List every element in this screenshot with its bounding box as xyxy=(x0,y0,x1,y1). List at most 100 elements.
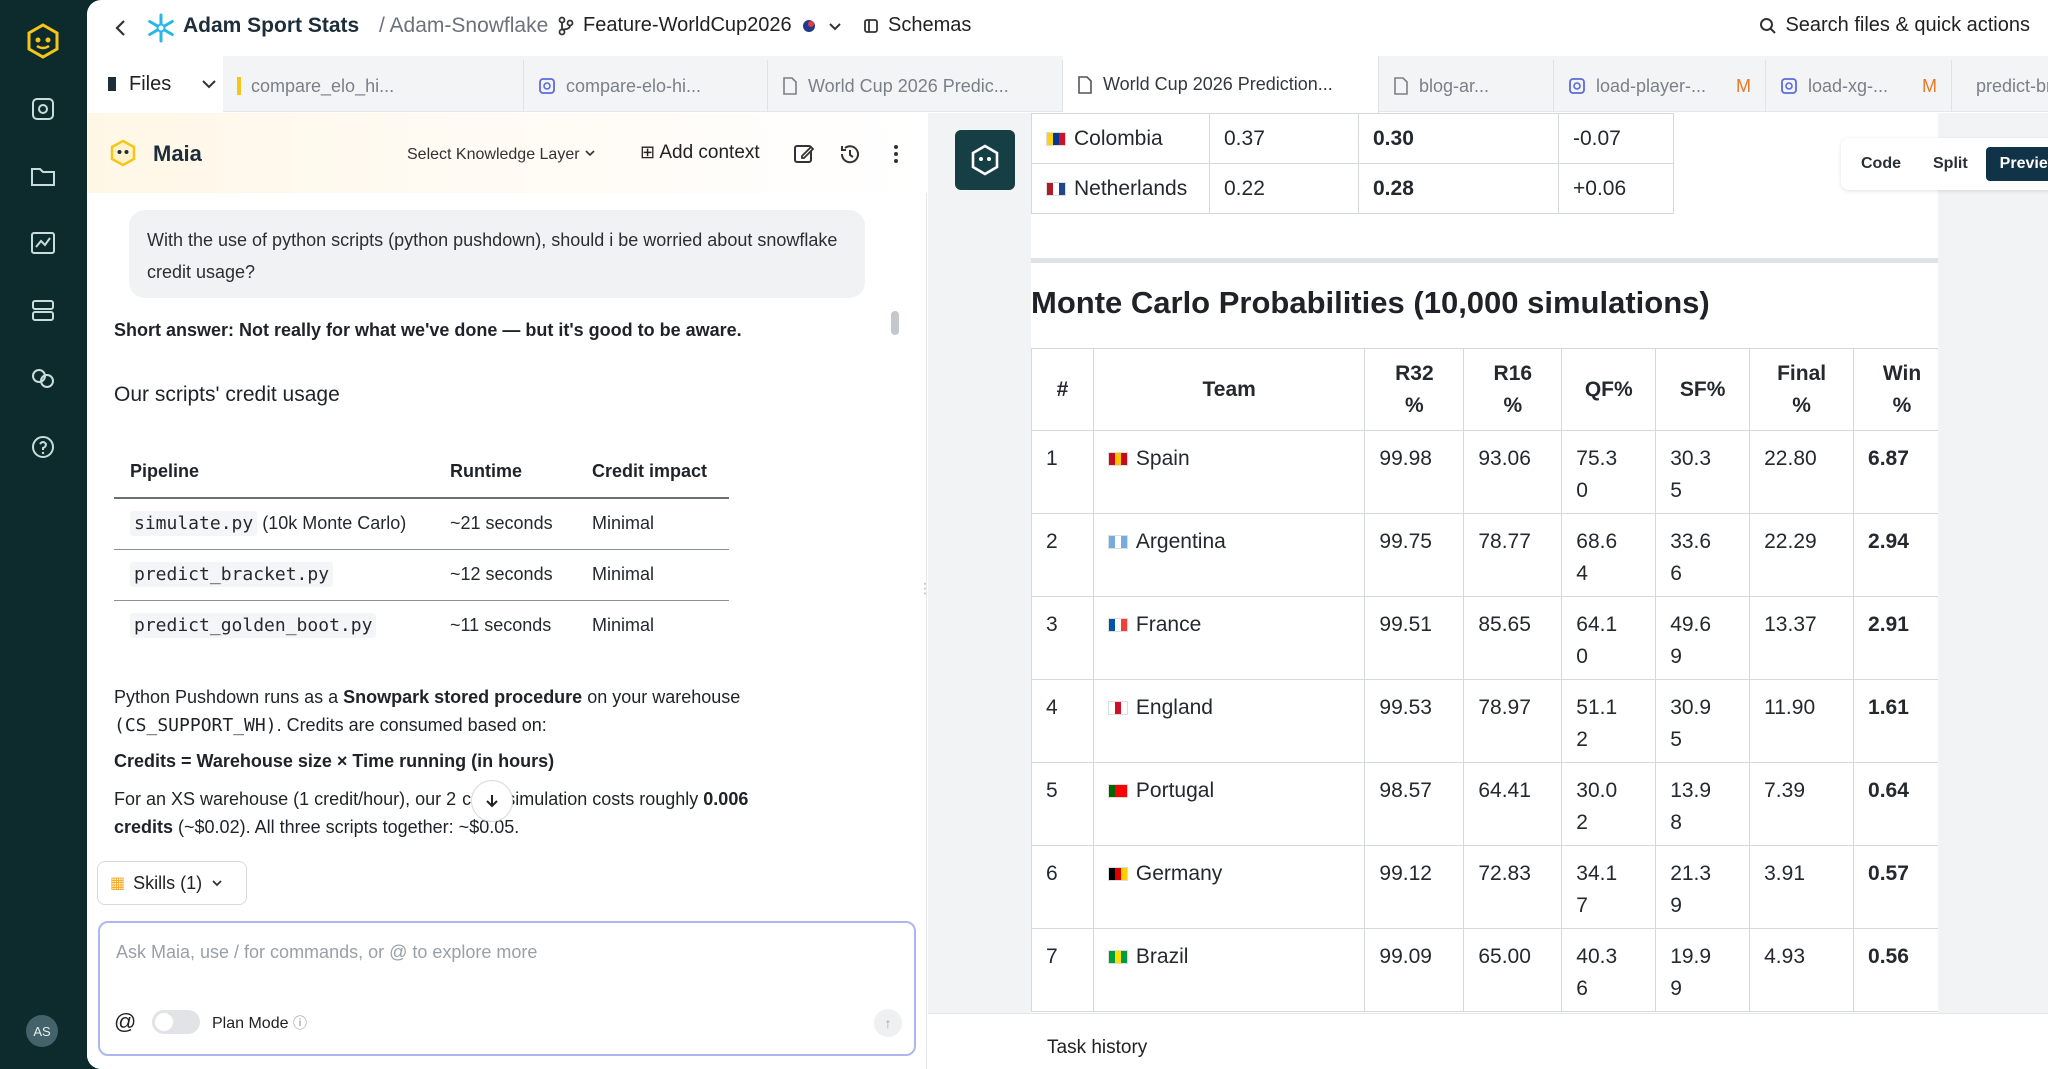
win-cell: 0.56 xyxy=(1853,928,1938,1012)
edit-icon[interactable] xyxy=(792,142,816,166)
scroll-to-bottom-button[interactable] xyxy=(471,780,513,822)
r32-cell: 99.51 xyxy=(1364,596,1465,680)
table-row: 6 Germany 99.12 72.83 34.1 7 21.3 9 3.91 0.57 xyxy=(1031,845,1938,929)
more-vertical-icon[interactable] xyxy=(884,142,908,166)
tab-compare-elo-sql[interactable]: compare-elo-hi... xyxy=(524,60,768,112)
mention-button[interactable]: @ xyxy=(114,1009,137,1034)
task-history-bar[interactable]: Task history xyxy=(928,1013,2048,1069)
send-button[interactable]: ↑ xyxy=(874,1009,902,1037)
table-row: 1 Spain 99.98 93.06 75.3 0 30.3 5 22.80 6.87 xyxy=(1031,430,1938,514)
script-name: predict_golden_boot.py xyxy=(130,613,377,639)
monte-carlo-heading: Monte Carlo Probabilities (10,000 simula… xyxy=(1031,285,1710,320)
schemas-button[interactable]: Schemas xyxy=(862,14,971,37)
flag-icon xyxy=(1107,618,1128,632)
short-answer: Short answer: Not really for what we've … xyxy=(114,320,742,340)
preview-view-button[interactable]: Preview xyxy=(1985,147,2048,181)
branch-name: Feature-WorldCup2026 xyxy=(583,14,792,36)
sf-cell: 21.3 9 xyxy=(1655,845,1751,929)
breadcrumb-separator: / xyxy=(379,14,385,37)
project-breadcrumb[interactable]: / Adam-Snowflake xyxy=(379,14,548,38)
runtime-cell: ~12 seconds xyxy=(434,549,576,601)
table-row: 2 Argentina 99.75 78.77 68.6 4 33.6 6 22.29 2.9… xyxy=(1031,513,1938,597)
r32-cell: 99.53 xyxy=(1364,679,1465,763)
arrow-up-icon: ↑ xyxy=(884,1015,892,1031)
dashboard-icon[interactable] xyxy=(28,228,58,258)
qf-cell: 34.1 7 xyxy=(1561,845,1657,929)
branch-selector[interactable]: Feature-WorldCup2026 xyxy=(557,14,844,37)
document-icon xyxy=(1078,75,1092,94)
plan-mode-toggle[interactable] xyxy=(152,1010,200,1034)
database-icon[interactable] xyxy=(28,296,58,326)
sf-cell: 13.9 8 xyxy=(1655,762,1751,846)
sf-cell: 30.9 5 xyxy=(1655,679,1751,763)
text: For an XS warehouse (1 credit/hour), our… xyxy=(114,789,457,809)
skills-label: Skills (1) xyxy=(133,872,203,893)
file-tab-bar: Files compare_elo_hi... compare-elo-hi..… xyxy=(87,56,2048,113)
team-name: France xyxy=(1135,613,1202,636)
win-cell: 6.87 xyxy=(1853,430,1938,514)
branch-status-icon xyxy=(802,19,815,32)
win-cell: 0.64 xyxy=(1853,762,1938,846)
r32-cell: 99.09 xyxy=(1364,928,1465,1012)
maia-badge[interactable] xyxy=(955,130,1015,190)
bold-text: Snowpark stored procedure xyxy=(343,687,583,707)
tab-predict-bra[interactable]: predict-bra... xyxy=(1952,60,2048,112)
tab-world-cup-predic[interactable]: World Cup 2026 Predic... xyxy=(768,60,1063,112)
flag-icon xyxy=(1107,701,1128,715)
column-header: R16 % xyxy=(1463,348,1563,431)
tab-load-player[interactable]: load-player-... M xyxy=(1554,60,1766,112)
table-row: 7 Brazil 99.09 65.00 40.3 6 19.9 9 4.93 0.56 xyxy=(1031,928,1938,1012)
knowledge-layer-select[interactable]: Select Knowledge Layer xyxy=(407,146,596,164)
help-icon[interactable] xyxy=(28,432,58,462)
tab-world-cup-prediction-active[interactable]: World Cup 2026 Prediction... xyxy=(1063,56,1379,113)
delta-cell: +0.06 xyxy=(1558,163,1674,214)
history-icon[interactable] xyxy=(838,142,862,166)
impact-cell: Minimal xyxy=(576,498,729,550)
folder-icon[interactable] xyxy=(28,161,58,191)
document-icon xyxy=(1394,77,1408,95)
qf-cell: 40.3 6 xyxy=(1561,928,1657,1012)
split-view-button[interactable]: Split xyxy=(1933,155,1968,172)
search-files-button[interactable]: Search files & quick actions xyxy=(1759,14,2030,37)
chat-input[interactable] xyxy=(116,937,896,967)
search-label: Search files & quick actions xyxy=(1785,14,2030,36)
schemas-label: Schemas xyxy=(888,14,972,36)
qf-cell: 51.1 2 xyxy=(1561,679,1657,763)
skills-dropdown[interactable]: ▦ Skills (1) xyxy=(97,861,247,905)
team-cell: France xyxy=(1092,596,1366,680)
user-avatar[interactable]: AS xyxy=(26,1015,58,1047)
files-dropdown[interactable]: Files xyxy=(87,56,223,112)
script-name: simulate.py xyxy=(130,511,258,537)
maia-logo-icon xyxy=(971,144,999,176)
final-cell: 3.91 xyxy=(1749,845,1855,929)
table-row: 4 England 99.53 78.97 51.1 2 30.9 5 11.90 1.61 xyxy=(1031,679,1938,763)
chat-scrollbar[interactable] xyxy=(891,311,899,335)
org-breadcrumb[interactable]: Adam Sport Stats xyxy=(183,14,360,37)
panel-resize-handle[interactable]: ⋮ xyxy=(918,580,932,596)
column-header: # xyxy=(1031,348,1094,431)
team-cell: Colombia xyxy=(1031,113,1210,164)
add-context-button[interactable]: ⊞ Add context xyxy=(640,142,760,164)
integrations-icon[interactable] xyxy=(28,363,58,393)
info-icon[interactable]: ⓘ xyxy=(292,1015,307,1031)
column-header: Pipeline xyxy=(114,446,434,499)
back-arrow-icon[interactable] xyxy=(109,16,133,40)
user-message-bubble: With the use of python scripts (python p… xyxy=(129,210,865,298)
data-catalog-icon[interactable] xyxy=(28,94,58,124)
qf-cell: 68.6 4 xyxy=(1561,513,1657,597)
r16-cell: 64.41 xyxy=(1463,762,1563,846)
table-row: Colombia 0.37 0.30 -0.07 xyxy=(1031,113,1674,164)
tab-label: load-player-... xyxy=(1596,75,1707,96)
qf-cell: 75.3 0 xyxy=(1561,430,1657,514)
r16-cell: 65.00 xyxy=(1463,928,1563,1012)
r32-cell: 99.75 xyxy=(1364,513,1465,597)
maia-logo-icon[interactable] xyxy=(24,22,62,60)
code-view-button[interactable]: Code xyxy=(1861,155,1901,172)
tab-compare-elo-py[interactable]: compare_elo_hi... xyxy=(223,60,524,112)
tab-blog-ar[interactable]: blog-ar... xyxy=(1379,60,1554,112)
credit-usage-heading: Our scripts' credit usage xyxy=(114,383,340,406)
tab-load-xg[interactable]: load-xg-... M xyxy=(1766,60,1952,112)
final-cell: 22.29 xyxy=(1749,513,1855,597)
team-name: Germany xyxy=(1135,862,1223,885)
column-header: Credit impact xyxy=(576,446,729,499)
